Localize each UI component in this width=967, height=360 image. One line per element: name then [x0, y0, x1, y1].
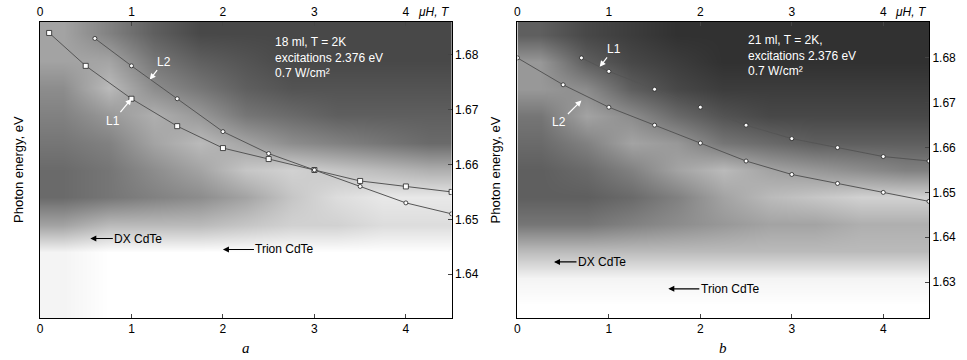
svg-text:4: 4	[880, 322, 887, 336]
svg-text:Photon energy, eV: Photon energy, eV	[11, 116, 26, 223]
svg-text:0: 0	[514, 322, 521, 336]
svg-text:2: 2	[697, 5, 704, 19]
svg-text:1.68: 1.68	[932, 51, 956, 65]
svg-text:1.64: 1.64	[455, 267, 479, 281]
svg-text:μH, T: μH, T	[418, 5, 450, 19]
svg-text:3: 3	[311, 5, 318, 19]
svg-text:4: 4	[403, 322, 410, 336]
svg-text:1: 1	[606, 322, 613, 336]
svg-text:1.65: 1.65	[932, 186, 956, 200]
svg-text:1.67: 1.67	[455, 103, 479, 117]
svg-text:L1: L1	[607, 42, 621, 56]
svg-text:1.66: 1.66	[455, 158, 479, 172]
svg-text:L2: L2	[157, 55, 171, 69]
svg-text:0: 0	[37, 5, 44, 19]
svg-text:L1: L1	[106, 114, 120, 128]
svg-text:μH, T: μH, T	[895, 5, 927, 19]
svg-text:3: 3	[788, 322, 795, 336]
svg-text:21 ml, T = 2K,excitations 2.37: 21 ml, T = 2K,excitations 2.376 eV0.7 W/…	[748, 33, 856, 78]
svg-text:1.66: 1.66	[932, 141, 956, 155]
svg-text:1.67: 1.67	[932, 96, 956, 110]
svg-text:4: 4	[403, 5, 410, 19]
svg-text:Trion CdTe: Trion CdTe	[701, 282, 760, 296]
svg-text:1: 1	[128, 5, 135, 19]
svg-text:L2: L2	[552, 115, 566, 129]
svg-text:2: 2	[697, 322, 704, 336]
svg-text:a: a	[242, 340, 250, 356]
svg-text:3: 3	[788, 5, 795, 19]
svg-text:DX CdTe: DX CdTe	[114, 232, 162, 246]
svg-text:2: 2	[220, 322, 227, 336]
svg-text:0: 0	[514, 5, 521, 19]
svg-text:DX CdTe: DX CdTe	[578, 255, 626, 269]
svg-text:18 ml, T = 2Kexcitations 2.376: 18 ml, T = 2Kexcitations 2.376 eV0.7 W/c…	[275, 35, 383, 80]
svg-text:Photon energy, eV: Photon energy, eV	[488, 116, 503, 223]
svg-text:4: 4	[880, 5, 887, 19]
svg-text:1.65: 1.65	[455, 213, 479, 227]
svg-text:1: 1	[128, 322, 135, 336]
svg-text:1.64: 1.64	[932, 230, 956, 244]
svg-text:1.68: 1.68	[455, 48, 479, 62]
svg-text:1: 1	[606, 5, 613, 19]
svg-text:0: 0	[37, 322, 44, 336]
svg-text:Trion CdTe: Trion CdTe	[255, 242, 314, 256]
svg-text:3: 3	[311, 322, 318, 336]
svg-text:2: 2	[220, 5, 227, 19]
svg-text:b: b	[719, 340, 727, 356]
svg-text:1.63: 1.63	[932, 275, 956, 289]
